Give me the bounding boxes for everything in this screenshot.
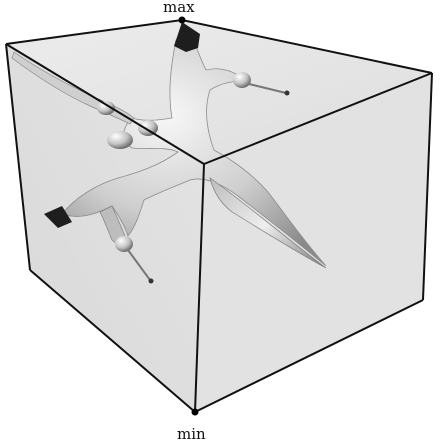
min-label: min <box>177 425 206 443</box>
isosurface-bulb-lower <box>115 236 133 252</box>
dark-cap-left <box>44 206 72 228</box>
max-point <box>178 16 186 24</box>
dark-cap-top <box>174 22 200 52</box>
critical-point-lower-left <box>148 278 154 284</box>
isosurface-body <box>61 35 327 267</box>
isosurface-bulb-left <box>97 101 115 115</box>
isosurface-bulb-upper-right <box>233 72 251 88</box>
stem-lower-left <box>127 249 151 281</box>
cube-edges <box>5 18 433 413</box>
cube-face-top <box>6 20 432 164</box>
isosurface-bulb-mid <box>107 131 133 149</box>
max-label: max <box>163 0 195 16</box>
isosurface-spike <box>209 177 327 269</box>
critical-point-upper-right <box>284 90 290 96</box>
cube-face-right <box>195 73 432 412</box>
stem-upper-right <box>248 83 287 94</box>
min-point <box>191 408 199 416</box>
